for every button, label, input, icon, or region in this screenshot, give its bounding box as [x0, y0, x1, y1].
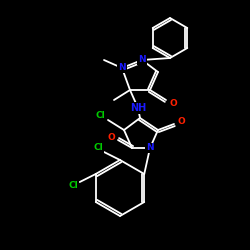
Text: Cl: Cl: [93, 144, 103, 152]
Text: N: N: [138, 56, 146, 64]
Text: Cl: Cl: [95, 112, 105, 120]
Text: O: O: [107, 132, 115, 141]
Text: O: O: [169, 98, 177, 108]
Text: N: N: [146, 144, 154, 152]
Text: N: N: [118, 64, 126, 72]
Text: O: O: [177, 118, 185, 126]
Text: Cl: Cl: [69, 182, 79, 190]
Text: NH: NH: [130, 103, 146, 113]
